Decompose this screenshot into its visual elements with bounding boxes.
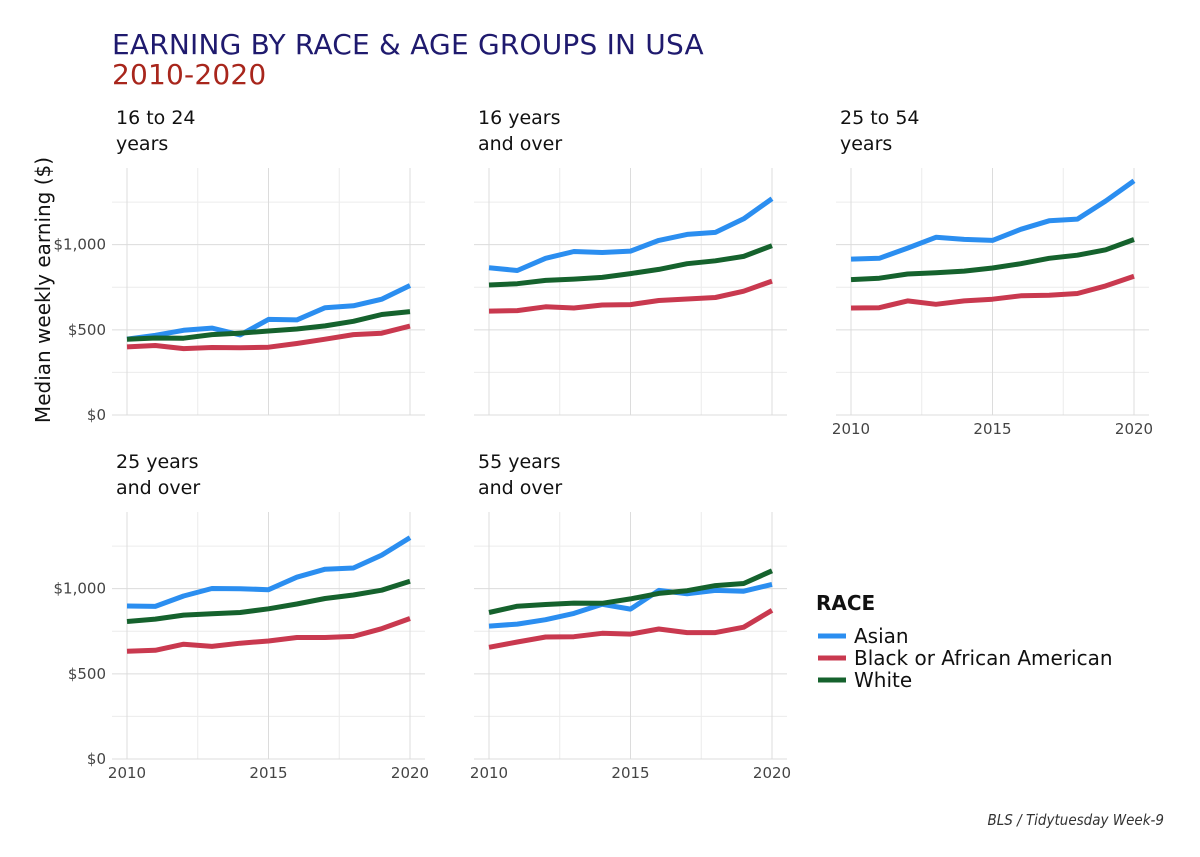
panel-title: and over	[478, 133, 562, 155]
chart-subtitle: 2010-2020	[112, 58, 267, 91]
y-tick-label: $1,000	[54, 236, 107, 254]
y-tick-label: $500	[68, 321, 106, 339]
legend-label: Black or African American	[854, 646, 1113, 670]
series-line-white	[850, 237, 1135, 283]
panel-title: 16 years	[478, 107, 561, 129]
series-line-black-or-african-american	[850, 273, 1135, 311]
panel-title: and over	[478, 477, 562, 499]
series-line-asian	[850, 178, 1136, 262]
chart-title: EARNING BY RACE & AGE GROUPS IN USA 2010…	[112, 30, 704, 90]
y-axis-label: Median weekly earning ($)	[31, 157, 55, 423]
panel-title: years	[116, 133, 168, 155]
y-tick-label: $0	[87, 406, 106, 424]
x-tick-label: 2020	[391, 764, 429, 782]
x-tick-label: 2015	[611, 764, 649, 782]
x-tick-label: 2015	[973, 420, 1011, 438]
series-line-white	[126, 578, 411, 624]
series-line-asian	[126, 283, 412, 342]
y-tick-label: $1,000	[54, 580, 107, 598]
y-tick-label: $500	[68, 665, 106, 683]
x-tick-label: 2020	[753, 764, 791, 782]
legend-label: Asian	[854, 624, 909, 648]
series-line-asian	[488, 196, 774, 273]
x-tick-label: 2015	[249, 764, 287, 782]
series-line-white	[488, 568, 774, 615]
legend-label: White	[854, 668, 912, 692]
panel-title: 25 to 54	[840, 107, 920, 129]
series-line-asian	[488, 581, 773, 629]
panel-title: and over	[116, 477, 200, 499]
panel-title: 55 years	[478, 451, 561, 473]
chart-title-line1: EARNING BY RACE & AGE GROUPS IN USA	[112, 28, 704, 61]
series-line-black-or-african-american	[488, 278, 773, 314]
series-line-black-or-african-american	[126, 323, 411, 352]
series-line-black-or-african-american	[488, 608, 774, 650]
panel-title: 25 years	[116, 451, 199, 473]
series-line-asian	[126, 535, 412, 609]
x-tick-label: 2010	[108, 764, 146, 782]
series-line-white	[488, 243, 773, 288]
panel-title: years	[840, 133, 892, 155]
x-tick-label: 2020	[1115, 420, 1153, 438]
legend-title: RACE	[816, 591, 875, 615]
x-tick-label: 2010	[470, 764, 508, 782]
series-line-black-or-african-american	[126, 616, 411, 654]
series-line-white	[126, 309, 411, 342]
y-tick-label: $0	[87, 750, 106, 768]
panel-title: 16 to 24	[116, 107, 196, 129]
x-tick-label: 2010	[832, 420, 870, 438]
caption: BLS / Tidytuesday Week-9	[987, 811, 1164, 829]
